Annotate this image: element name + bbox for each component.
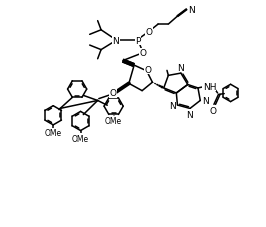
Text: N: N [202,96,209,106]
Text: OMe: OMe [72,134,89,143]
Text: P: P [135,36,140,45]
Text: N: N [169,101,176,110]
Text: N: N [113,36,119,45]
Text: O: O [146,28,152,37]
Text: N: N [187,110,193,119]
Text: OMe: OMe [45,128,62,137]
Text: N: N [188,6,195,15]
Text: O: O [140,49,147,58]
Text: O: O [110,89,117,98]
Text: O: O [209,106,216,115]
Text: N: N [177,63,184,72]
Text: O: O [144,65,151,74]
Text: OMe: OMe [105,117,122,126]
Text: NH: NH [203,82,216,91]
